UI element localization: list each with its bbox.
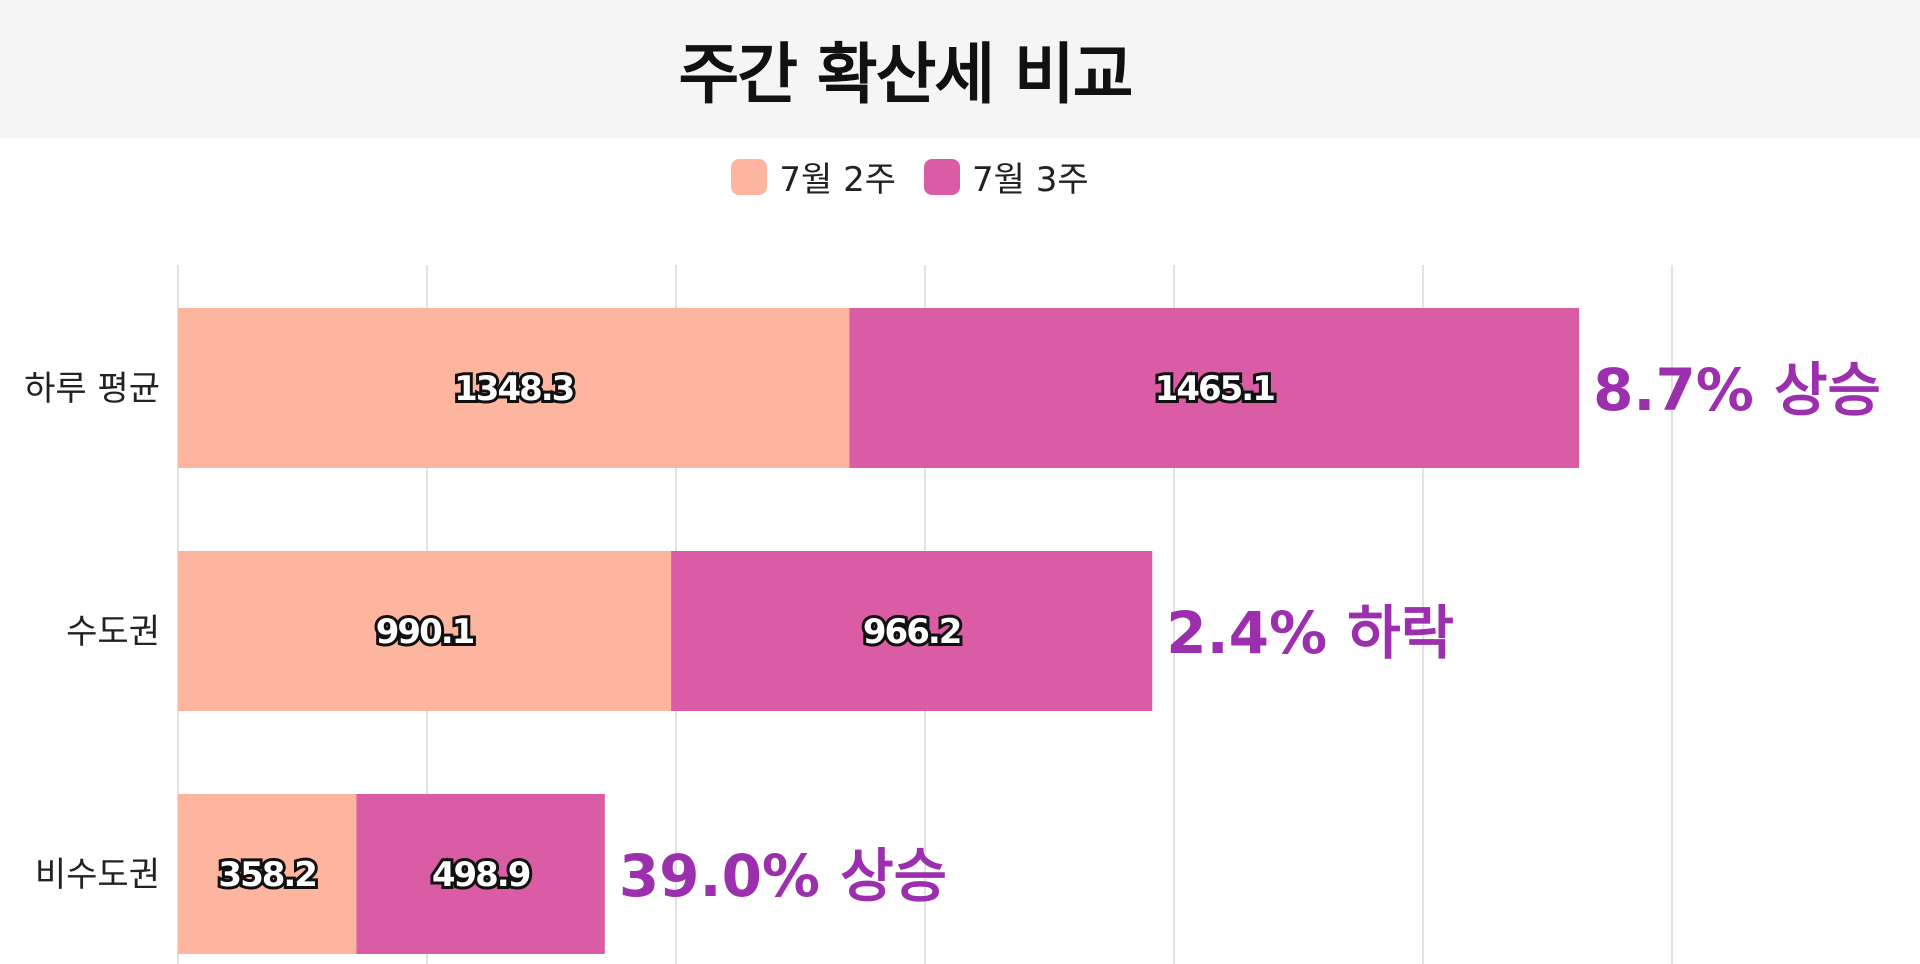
legend-label-week2: 7월 2주	[779, 160, 896, 200]
data-label: 1348.3	[454, 369, 573, 409]
legend-swatch-week3	[924, 158, 960, 195]
legend: 7월 2주 7월 3주	[0, 152, 1870, 201]
bar-week3	[671, 551, 1153, 711]
data-label: 1465.1	[1155, 369, 1275, 409]
legend-swatch-week2	[731, 158, 768, 195]
bar-week2	[178, 794, 357, 954]
category-label: 수도권	[66, 612, 160, 652]
legend-item-week2: 7월 2주	[731, 152, 896, 201]
legend-label-week3: 7월 3주	[972, 160, 1089, 200]
data-label: 966.2	[863, 612, 961, 652]
bar-week3	[356, 794, 605, 954]
title-bar: 주간 확산세 비교	[0, 0, 1920, 138]
data-label: 990.1	[376, 612, 474, 652]
data-label: 498.9	[432, 855, 530, 895]
chart-title: 주간 확산세 비교	[678, 36, 1134, 113]
bar-week3	[849, 308, 1580, 468]
category-label: 하루 평균	[24, 369, 160, 409]
category-label: 비수도권	[35, 855, 160, 895]
bar-week2	[178, 308, 850, 468]
change-annotation: 39.0% 상승	[619, 842, 947, 910]
data-label: 358.2	[218, 855, 316, 895]
bar-week2	[178, 551, 672, 711]
change-annotation: 8.7% 상승	[1593, 356, 1881, 424]
legend-item-week3: 7월 3주	[924, 152, 1089, 201]
change-annotation: 2.4% 하락	[1166, 599, 1454, 667]
